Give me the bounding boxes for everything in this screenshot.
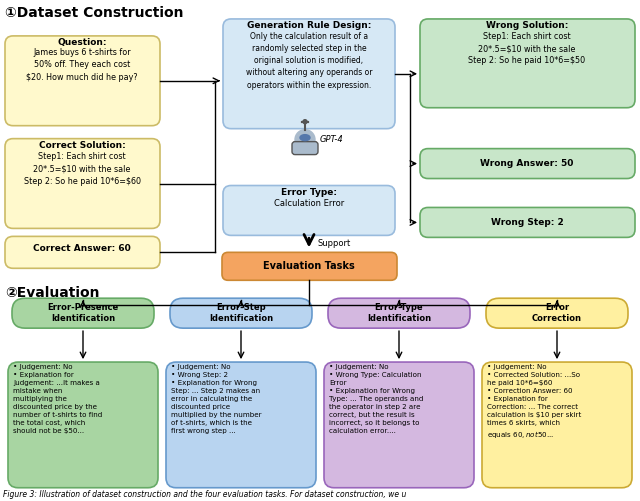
Text: Figure 3: Illustration of dataset construction and the four evaluation tasks. Fo: Figure 3: Illustration of dataset constr…	[3, 489, 406, 498]
Text: Wrong Answer: 50: Wrong Answer: 50	[480, 159, 573, 168]
Text: Error-Type
Identification: Error-Type Identification	[367, 303, 431, 323]
Text: • Judgement: No
• Wrong Step: 2
• Explanation for Wrong
Step: ... Step 2 makes a: • Judgement: No • Wrong Step: 2 • Explan…	[171, 364, 262, 434]
Ellipse shape	[300, 135, 310, 141]
Text: ①Dataset Construction: ①Dataset Construction	[5, 6, 184, 20]
Text: Error-Presence
Identification: Error-Presence Identification	[47, 303, 118, 323]
Text: Generation Rule Design:: Generation Rule Design:	[247, 21, 371, 30]
FancyBboxPatch shape	[170, 298, 312, 328]
Text: Support: Support	[318, 239, 351, 248]
FancyBboxPatch shape	[292, 142, 318, 155]
FancyBboxPatch shape	[328, 298, 470, 328]
FancyBboxPatch shape	[420, 207, 635, 237]
FancyBboxPatch shape	[5, 36, 160, 126]
FancyBboxPatch shape	[482, 362, 632, 488]
FancyBboxPatch shape	[223, 19, 395, 129]
Text: Calculation Error: Calculation Error	[274, 199, 344, 208]
Text: • Judgement: No
• Explanation for
Judgement: ...It makes a
mistake when
multiply: • Judgement: No • Explanation for Judgem…	[13, 364, 102, 434]
FancyBboxPatch shape	[486, 298, 628, 328]
FancyBboxPatch shape	[222, 253, 397, 280]
Text: Wrong Solution:: Wrong Solution:	[486, 21, 568, 30]
Text: Wrong Step: 2: Wrong Step: 2	[491, 218, 563, 227]
FancyBboxPatch shape	[166, 362, 316, 488]
Text: James buys 6 t-shirts for
50% off. They each cost
$20. How much did he pay?: James buys 6 t-shirts for 50% off. They …	[26, 48, 138, 82]
Text: GPT-4: GPT-4	[320, 135, 344, 144]
FancyBboxPatch shape	[12, 298, 154, 328]
Text: Evaluation Tasks: Evaluation Tasks	[263, 262, 355, 272]
Text: Only the calculation result of a
randomly selected step in the
original solution: Only the calculation result of a randoml…	[246, 32, 372, 90]
Text: Error Type:: Error Type:	[281, 187, 337, 196]
Circle shape	[295, 130, 315, 150]
Circle shape	[303, 120, 307, 124]
Text: • Judgement: No
• Wrong Type: Calculation
Error
• Explanation for Wrong
Type: ..: • Judgement: No • Wrong Type: Calculatio…	[329, 364, 424, 434]
Text: Correct Solution:: Correct Solution:	[38, 141, 125, 150]
FancyBboxPatch shape	[420, 19, 635, 108]
Text: • Judgement: No
• Corrected Solution: ...So
he paid 10*6=$60
• Correction Answer: • Judgement: No • Corrected Solution: ..…	[487, 364, 581, 440]
Text: Error
Correction: Error Correction	[532, 303, 582, 323]
FancyBboxPatch shape	[5, 236, 160, 269]
Text: ②Evaluation: ②Evaluation	[5, 286, 99, 300]
Text: Question:: Question:	[57, 38, 107, 47]
FancyBboxPatch shape	[8, 362, 158, 488]
Text: Correct Answer: 60: Correct Answer: 60	[33, 244, 131, 253]
FancyBboxPatch shape	[5, 139, 160, 228]
FancyBboxPatch shape	[324, 362, 474, 488]
FancyBboxPatch shape	[420, 149, 635, 178]
Text: Step1: Each shirt cost
20*.5=$10 with the sale
Step 2: So he paid 10*6=$50: Step1: Each shirt cost 20*.5=$10 with th…	[468, 32, 586, 65]
FancyBboxPatch shape	[223, 185, 395, 235]
Text: Error-Step
Identification: Error-Step Identification	[209, 303, 273, 323]
Text: Step1: Each shirt cost
20*.5=$10 with the sale
Step 2: So he paid 10*6=$60: Step1: Each shirt cost 20*.5=$10 with th…	[24, 152, 141, 185]
